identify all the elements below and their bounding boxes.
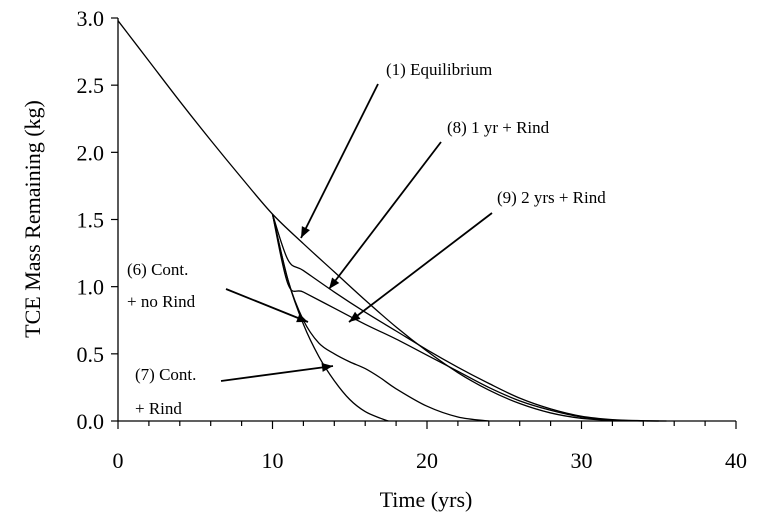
- tick-labels: 0.0 0.5 1.0 1.5 2.0 2.5 3.0 0 10 20 30 40: [77, 6, 748, 473]
- annotation-cont-rind: (7) Cont. + Rind: [135, 363, 334, 418]
- annotation-arrow: [220, 365, 334, 382]
- arrow-head: [329, 277, 340, 289]
- annotation-1yr-rind: (8) 1 yr + Rind: [328, 118, 550, 290]
- y-tick-label: 2.0: [77, 140, 105, 165]
- series-line-cont-rind: [271, 213, 489, 422]
- annotation-arrow: [328, 141, 442, 290]
- x-tick-label: 20: [416, 448, 438, 473]
- arrow-head: [296, 313, 308, 323]
- y-tick-label: 0.5: [77, 342, 105, 367]
- annotation-text: + Rind: [135, 399, 182, 418]
- y-tick-label: 1.5: [77, 208, 105, 233]
- annotation-arrow: [348, 212, 493, 323]
- series-line-1yr-rind: [271, 213, 659, 422]
- arrow-head: [321, 363, 333, 372]
- x-axis-title: Time (yrs): [380, 487, 473, 512]
- annotation-text: (6) Cont.: [127, 260, 188, 279]
- y-tick-label: 3.0: [77, 6, 105, 31]
- annotation-text: (7) Cont.: [135, 365, 196, 384]
- x-tick-label: 10: [262, 448, 284, 473]
- annotation-text: (1) Equilibrium: [386, 60, 492, 79]
- y-tick-label: 1.0: [77, 275, 105, 300]
- x-tick-label: 0: [113, 448, 124, 473]
- annotation-2yrs-rind: (9) 2 yrs + Rind: [348, 188, 606, 323]
- y-tick-label: 0.0: [77, 409, 105, 434]
- annotation-text: (9) 2 yrs + Rind: [497, 188, 606, 207]
- annotation-arrow: [225, 288, 309, 323]
- x-tick-label: 30: [571, 448, 593, 473]
- series-line-cont-no-rind: [271, 213, 389, 422]
- series-line-2yrs-rind: [271, 213, 644, 422]
- y-axis-title: TCE Mass Remaining (kg): [20, 100, 45, 338]
- tick-marks: [111, 17, 737, 429]
- arrow-head: [349, 311, 361, 322]
- annotation-cont-no-rind: (6) Cont. + no Rind: [127, 260, 309, 323]
- annotation-arrow: [300, 83, 379, 239]
- annotation-group: (1) Equilibrium (8) 1 yr + Rind (9) 2 yrs …: [127, 60, 606, 418]
- arrow-head: [301, 226, 310, 238]
- annotation-equilibrium: (1) Equilibrium: [300, 60, 492, 239]
- annotation-text: (8) 1 yr + Rind: [447, 118, 550, 137]
- y-tick-label: 2.5: [77, 73, 105, 98]
- annotation-text: + no Rind: [127, 292, 196, 311]
- series-group: [117, 20, 667, 422]
- series-line-equilibrium: [117, 20, 667, 422]
- x-tick-label: 40: [725, 448, 747, 473]
